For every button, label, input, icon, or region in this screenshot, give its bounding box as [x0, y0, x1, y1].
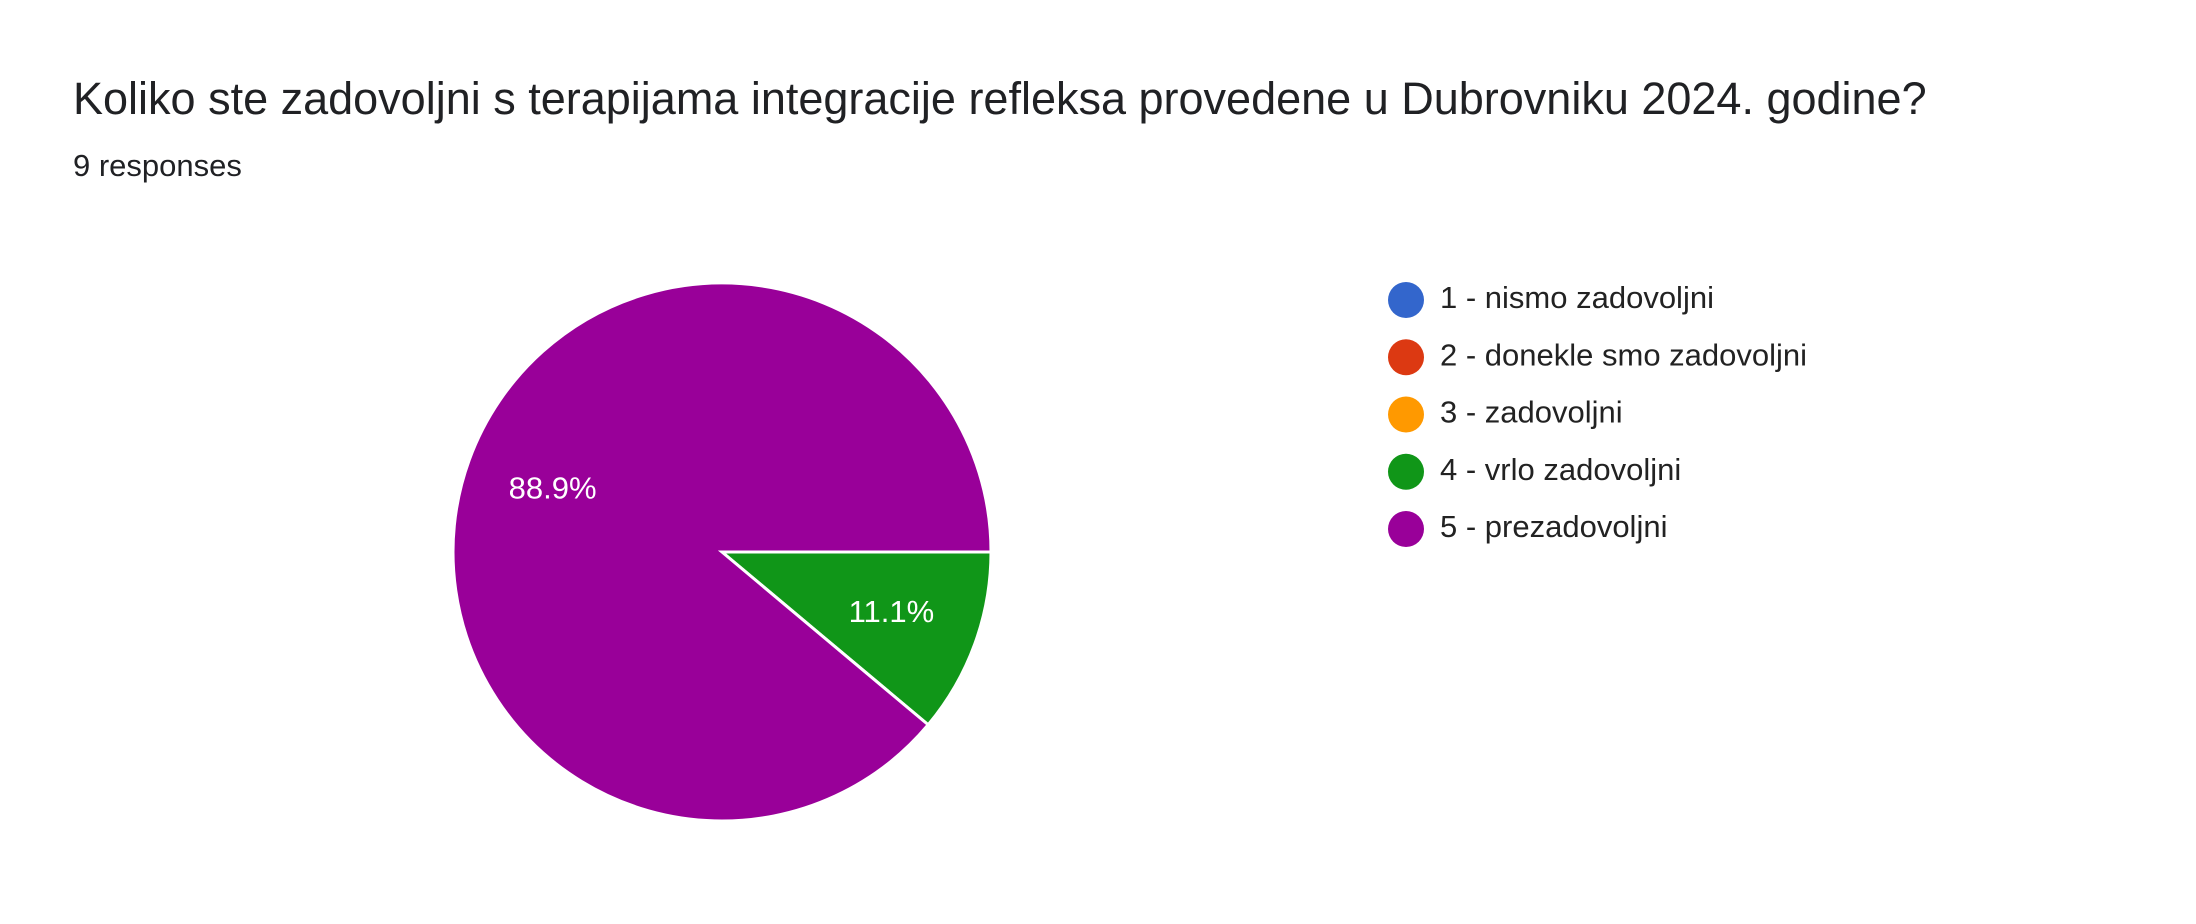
value-label: 11.1%: [849, 594, 935, 629]
legend-label: 5 - prezadovoljni: [1440, 509, 1667, 544]
legend-label: 1 - nismo zadovoljni: [1440, 280, 1714, 315]
legend-marker: [1388, 396, 1424, 433]
legend-marker: [1388, 511, 1424, 547]
legend-marker: [1388, 453, 1424, 490]
pie-slice: [717, 550, 993, 727]
legend-marker: [1388, 339, 1424, 376]
chart-title: Koliko ste zadovoljni s terapijama integ…: [73, 73, 1927, 124]
value-label: 88.9%: [509, 471, 597, 506]
legend-label: 4 - vrlo zadovoljni: [1440, 452, 1681, 487]
pie-slice: [451, 281, 993, 823]
legend-label: 3 - zadovoljni: [1440, 395, 1623, 430]
legend-label: 2 - donekle smo zadovoljni: [1440, 337, 1807, 372]
chart-subtitle: 9 responses: [73, 148, 242, 183]
legend-marker: [1388, 282, 1424, 318]
